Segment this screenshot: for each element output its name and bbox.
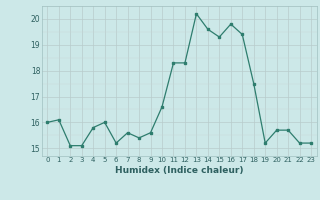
X-axis label: Humidex (Indice chaleur): Humidex (Indice chaleur) xyxy=(115,166,244,175)
